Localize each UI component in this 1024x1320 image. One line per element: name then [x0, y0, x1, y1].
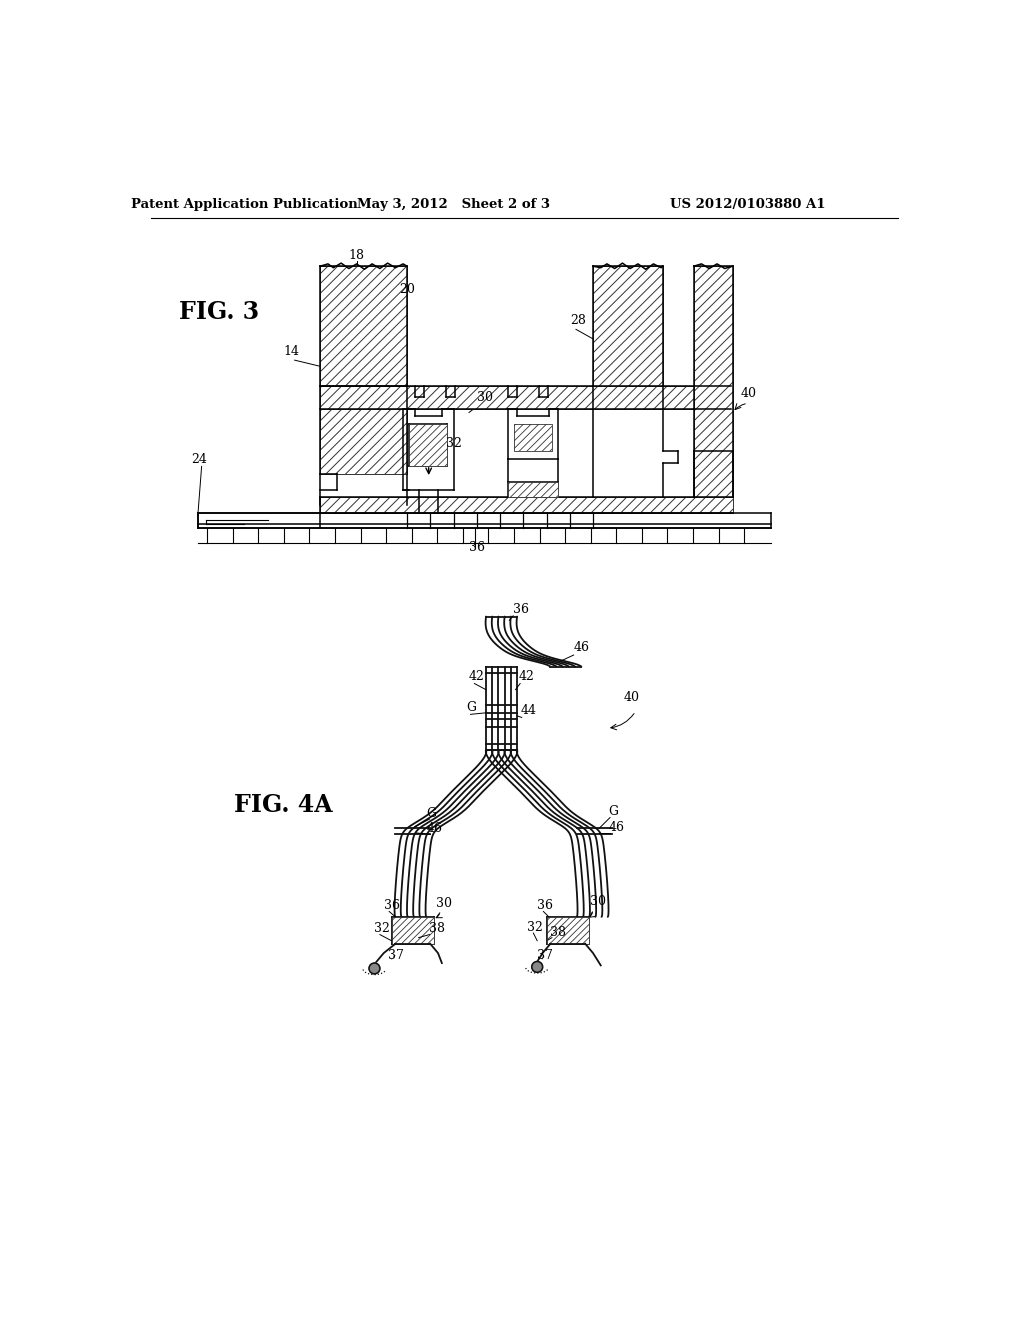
- Text: 46: 46: [573, 642, 590, 655]
- Text: FIG. 3: FIG. 3: [179, 301, 259, 325]
- Text: 32: 32: [445, 437, 462, 450]
- Text: G: G: [608, 805, 618, 818]
- Text: 37: 37: [538, 949, 553, 962]
- Text: 18: 18: [349, 248, 365, 261]
- Polygon shape: [514, 424, 552, 451]
- Polygon shape: [391, 917, 434, 944]
- Polygon shape: [693, 267, 732, 498]
- Text: 46: 46: [608, 821, 625, 834]
- Text: 36: 36: [384, 899, 399, 912]
- Polygon shape: [321, 267, 407, 474]
- Text: 42: 42: [518, 671, 535, 684]
- Text: 14: 14: [283, 345, 299, 358]
- Text: 38: 38: [429, 923, 444, 936]
- Text: 38: 38: [550, 927, 566, 939]
- Text: 36: 36: [513, 603, 529, 615]
- Polygon shape: [321, 498, 732, 512]
- Text: 42: 42: [469, 671, 485, 684]
- Text: 32: 32: [375, 923, 390, 936]
- Text: 32: 32: [527, 921, 543, 933]
- Text: US 2012/0103880 A1: US 2012/0103880 A1: [671, 198, 825, 211]
- Text: 46: 46: [426, 822, 442, 836]
- Text: 37: 37: [388, 949, 403, 962]
- Circle shape: [369, 964, 380, 974]
- Text: 30: 30: [436, 896, 453, 909]
- Text: 30: 30: [477, 391, 493, 404]
- Text: 40: 40: [740, 387, 757, 400]
- Text: 24: 24: [191, 453, 208, 466]
- Polygon shape: [547, 917, 589, 944]
- Polygon shape: [410, 424, 447, 466]
- Text: 36: 36: [469, 541, 485, 554]
- Text: Patent Application Publication: Patent Application Publication: [131, 198, 357, 211]
- Text: 36: 36: [538, 899, 553, 912]
- Text: May 3, 2012   Sheet 2 of 3: May 3, 2012 Sheet 2 of 3: [357, 198, 550, 211]
- Text: 30: 30: [590, 895, 606, 908]
- Text: 28: 28: [569, 314, 586, 327]
- Polygon shape: [321, 385, 731, 409]
- Text: FIG. 4A: FIG. 4A: [233, 793, 333, 817]
- Circle shape: [531, 961, 543, 973]
- Polygon shape: [508, 482, 558, 498]
- Text: 20: 20: [399, 284, 415, 296]
- Text: 40: 40: [624, 692, 640, 705]
- Text: 44: 44: [521, 705, 537, 717]
- Polygon shape: [593, 267, 663, 385]
- Text: G: G: [426, 807, 436, 820]
- Text: G: G: [467, 701, 477, 714]
